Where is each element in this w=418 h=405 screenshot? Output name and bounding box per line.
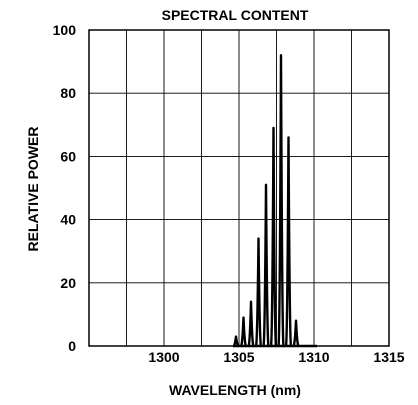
x-tick-label: 1310 (298, 349, 329, 365)
y-tick-label: 80 (60, 85, 76, 101)
y-tick-label: 40 (60, 212, 76, 228)
y-tick-label: 20 (60, 275, 76, 291)
spectral-peak (262, 183, 270, 348)
y-axis-ticks: 0 20 40 60 80 100 (53, 22, 77, 354)
spectral-peak (284, 136, 293, 348)
chart-title: SPECTRAL CONTENT (162, 7, 309, 23)
x-tick-label: 1305 (223, 349, 254, 365)
spectral-peak (247, 300, 255, 348)
x-axis-ticks: 1300 1305 1310 1315 (148, 349, 404, 365)
spectral-peak (277, 54, 285, 348)
spectral-peaks (232, 54, 317, 348)
y-tick-label: 100 (53, 22, 77, 38)
y-axis-label: RELATIVE POWER (25, 127, 41, 252)
spectral-peak (292, 319, 300, 348)
spectral-peak (254, 237, 263, 348)
spectral-peak (232, 335, 240, 348)
spectral-peak (269, 126, 278, 348)
y-tick-label: 60 (60, 148, 76, 164)
plot-area-frame (88, 29, 390, 347)
x-axis-label: WAVELENGTH (nm) (169, 382, 301, 398)
y-tick-label: 0 (68, 338, 76, 354)
x-tick-label: 1315 (373, 349, 404, 365)
spectral-peak (239, 316, 248, 348)
x-tick-label: 1300 (148, 349, 179, 365)
grid-lines (89, 30, 389, 346)
